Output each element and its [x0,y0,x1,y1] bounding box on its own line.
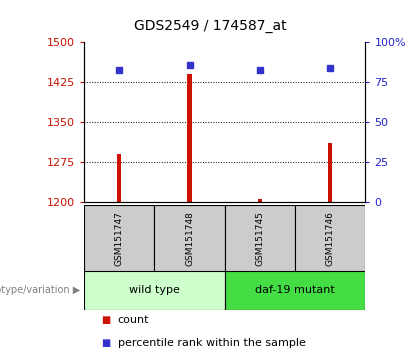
Bar [295,205,365,271]
Bar [258,199,262,202]
Text: GDS2549 / 174587_at: GDS2549 / 174587_at [134,19,286,34]
Bar [328,143,332,202]
Text: wild type: wild type [129,285,180,295]
Bar [155,205,225,271]
Text: count: count [118,315,149,325]
Text: daf-19 mutant: daf-19 mutant [255,285,335,295]
Text: GSM151745: GSM151745 [255,211,264,266]
Text: genotype/variation ▶: genotype/variation ▶ [0,285,80,295]
Text: ■: ■ [101,338,110,348]
Text: ■: ■ [101,315,110,325]
Bar [187,74,192,202]
Bar [84,271,225,310]
Bar [117,154,121,202]
Bar [225,271,365,310]
Text: percentile rank within the sample: percentile rank within the sample [118,338,305,348]
Text: GSM151746: GSM151746 [326,211,335,266]
Text: GSM151748: GSM151748 [185,211,194,266]
Bar [225,205,295,271]
Bar [84,205,155,271]
Text: GSM151747: GSM151747 [115,211,123,266]
